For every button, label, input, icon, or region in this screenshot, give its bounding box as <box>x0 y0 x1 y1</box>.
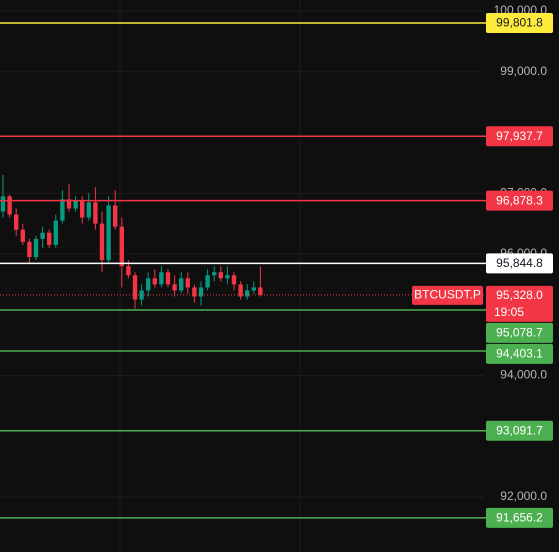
candle-body <box>60 199 65 221</box>
price-line-label: 94,403.1 <box>496 347 543 361</box>
candle-body <box>205 275 210 288</box>
candle-body <box>212 272 217 276</box>
price-line-box <box>486 190 553 211</box>
candle-body <box>113 205 118 227</box>
price-line-label: 95,078.7 <box>496 326 543 340</box>
price-line-box <box>486 507 553 528</box>
candle-body <box>231 275 237 285</box>
candle-body <box>33 238 39 258</box>
candle-body <box>40 232 45 239</box>
y-tick-label: 92,000.0 <box>500 489 547 503</box>
candle-body <box>258 287 263 295</box>
price-line-label: 96,878.3 <box>496 193 543 207</box>
candle-body <box>80 200 85 218</box>
candle-body <box>27 241 32 258</box>
candle-body <box>119 226 124 267</box>
candle-body <box>99 223 105 261</box>
candle-body <box>93 202 98 224</box>
candle-body <box>198 287 204 297</box>
countdown-label: 19:05 <box>494 305 524 319</box>
symbol-tag <box>412 285 483 305</box>
y-tick-label: 99,000.0 <box>500 64 547 78</box>
candle-body <box>179 278 184 291</box>
last-price-box <box>486 285 553 322</box>
y-tick-label: 94,000.0 <box>500 368 547 382</box>
last-price-label: 95,328.0 <box>496 288 543 302</box>
price-line-label: 99,801.8 <box>496 16 543 30</box>
candle-body <box>86 202 91 218</box>
price-line-box <box>486 253 553 274</box>
price-line-box <box>486 420 553 441</box>
candle-body <box>126 266 131 276</box>
candle-body <box>251 287 256 291</box>
price-line-box <box>486 13 553 34</box>
candle-body <box>66 199 72 209</box>
candle-body <box>225 275 230 279</box>
candle-body <box>14 214 19 230</box>
candle-body <box>20 229 25 242</box>
price-line-box <box>486 126 553 147</box>
candle-body <box>238 284 243 297</box>
candle-body <box>146 278 151 291</box>
symbol-label: BTCUSDT.P <box>414 288 481 302</box>
candle-body <box>47 232 52 245</box>
candle-body <box>172 284 177 291</box>
candle-body <box>192 287 197 297</box>
candle-body <box>7 196 12 215</box>
price-line-label: 91,656.2 <box>496 511 543 525</box>
price-line-label: 93,091.7 <box>496 423 543 437</box>
candle-body <box>245 290 250 297</box>
price-line-label: 95,844.8 <box>496 256 543 270</box>
price-line-label: 97,937.7 <box>496 129 543 143</box>
price-line-box <box>486 343 553 364</box>
candle-body <box>106 205 111 261</box>
candle-body <box>0 196 6 212</box>
candle-body <box>53 220 58 245</box>
price-line-box <box>486 322 553 343</box>
candle-body <box>218 272 223 279</box>
candle-body <box>132 275 138 300</box>
candle-body <box>159 272 164 285</box>
candle-body <box>152 278 157 285</box>
candle-body <box>165 272 171 285</box>
candle-body <box>73 200 78 209</box>
candle-body <box>185 278 190 288</box>
